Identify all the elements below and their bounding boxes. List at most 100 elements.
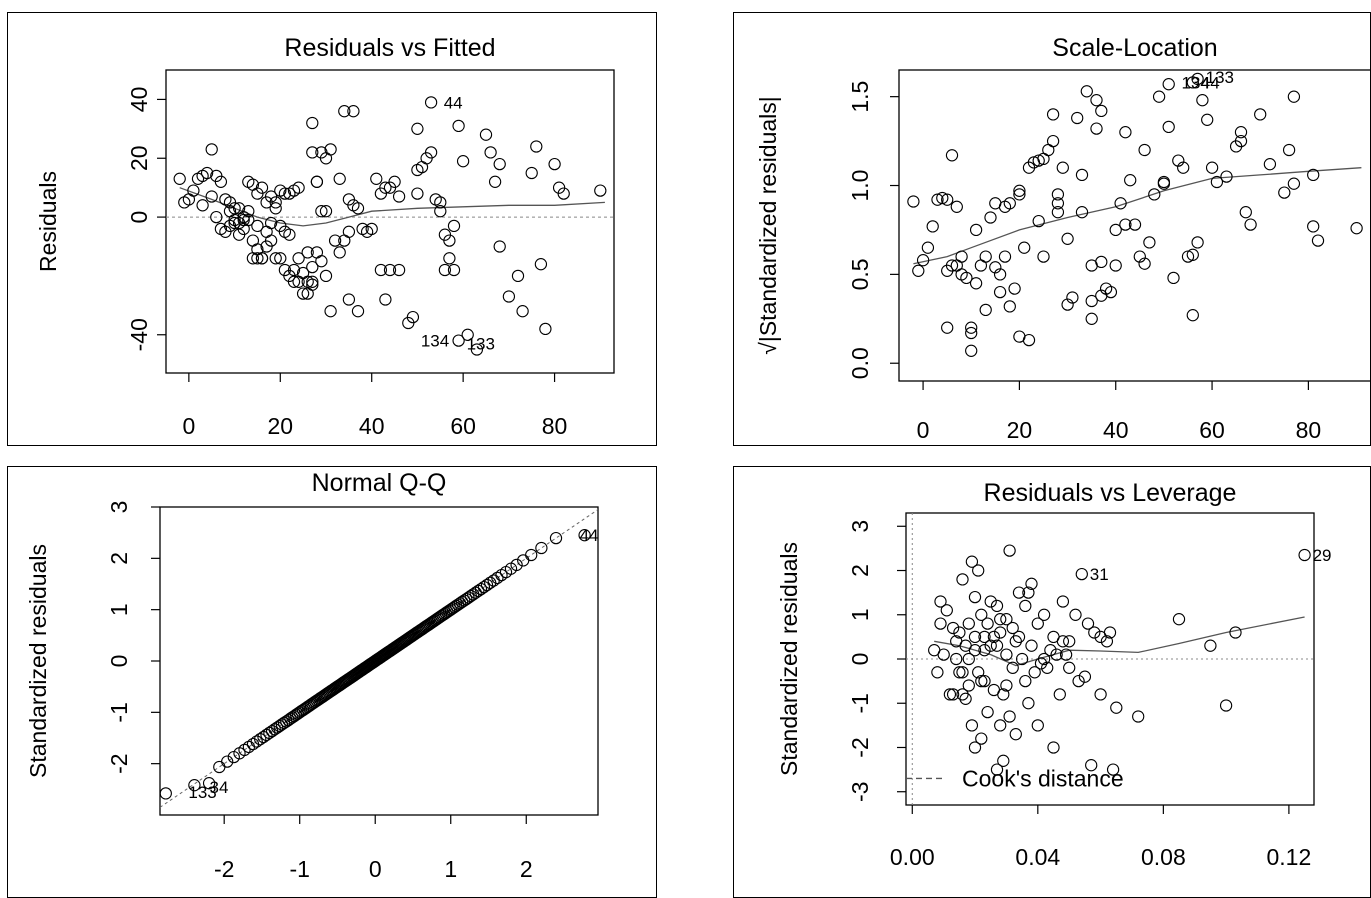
data-point — [1234, 126, 1248, 139]
data-point — [1081, 617, 1095, 630]
data-point — [1311, 234, 1325, 247]
data-point — [535, 541, 548, 555]
data-point — [1298, 548, 1311, 562]
data-point — [264, 216, 278, 230]
data-point — [1006, 661, 1019, 674]
data-point — [539, 322, 552, 336]
data-point — [953, 626, 966, 639]
data-point — [987, 630, 1001, 644]
data-point — [997, 754, 1010, 767]
data-point — [443, 252, 456, 265]
data-point — [972, 564, 985, 577]
data-point — [1022, 586, 1035, 599]
data-point — [959, 692, 972, 705]
data-point — [994, 719, 1007, 732]
data-point — [984, 595, 997, 608]
data-point — [1078, 670, 1092, 683]
data-point — [1072, 674, 1085, 688]
data-point — [530, 140, 543, 153]
data-point — [998, 250, 1012, 263]
residuals-vs-fitted-chart: Residuals vs Fitted Residuals 0 20 40 60 80 -40… — [35, 34, 615, 439]
data-point — [943, 688, 957, 701]
data-point — [1119, 126, 1132, 139]
data-point — [993, 285, 1007, 299]
data-point — [1046, 108, 1060, 121]
point-annotation: 31 — [1090, 565, 1109, 584]
data-point — [1109, 223, 1122, 237]
data-point — [1009, 728, 1022, 741]
y-tick-label: 2 — [847, 564, 873, 577]
data-point — [994, 613, 1007, 626]
data-point — [479, 128, 493, 141]
data-point — [1037, 652, 1051, 666]
data-point — [205, 190, 218, 203]
data-point — [1148, 188, 1161, 201]
data-point — [342, 225, 356, 238]
data-point — [493, 157, 506, 171]
y-tick-label: 0 — [126, 211, 152, 224]
data-point — [1119, 218, 1132, 231]
data-point — [278, 187, 292, 200]
data-point — [1022, 697, 1035, 710]
data-point — [251, 219, 264, 233]
data-point — [1000, 679, 1013, 692]
plot-frame — [898, 69, 1370, 382]
data-point — [1051, 188, 1065, 201]
data-point — [510, 558, 523, 572]
data-point — [351, 305, 365, 318]
data-point — [221, 755, 234, 768]
data-point — [934, 617, 947, 630]
plot-title: Residuals vs Leverage — [984, 479, 1237, 507]
data-point — [342, 293, 356, 306]
data-point — [916, 254, 930, 267]
data-point — [1124, 174, 1137, 187]
data-point — [965, 555, 979, 568]
data-point — [383, 263, 397, 277]
data-point — [1204, 639, 1217, 652]
data-point — [516, 305, 529, 318]
data-point — [388, 175, 401, 188]
data-point — [907, 195, 920, 208]
data-point — [242, 205, 255, 218]
data-point — [1046, 134, 1060, 148]
data-point — [447, 263, 461, 277]
data-point — [438, 263, 452, 277]
x-tick-label: 40 — [359, 413, 385, 439]
plot-area — [906, 513, 1314, 805]
data-point — [989, 261, 1002, 274]
data-point — [1075, 168, 1089, 182]
data-point — [228, 216, 241, 230]
data-point — [315, 255, 328, 268]
data-point — [990, 599, 1004, 613]
data-point — [370, 172, 383, 185]
data-point — [443, 234, 456, 247]
data-point — [301, 246, 314, 259]
y-tick-label: 1.0 — [847, 170, 873, 202]
data-point — [979, 303, 992, 317]
y-tick-label: 1.5 — [847, 81, 873, 113]
scale-location-chart: Scale-Location √|Standardized residuals| 0… — [755, 34, 1370, 443]
data-point — [965, 321, 978, 334]
data-point — [931, 666, 944, 679]
data-point — [955, 250, 968, 263]
x-tick-label: 0 — [917, 417, 930, 443]
data-point — [1069, 608, 1082, 621]
y-tick-label: -1 — [106, 702, 132, 722]
data-point — [1196, 94, 1209, 107]
point-annotation: 134 — [1182, 73, 1210, 92]
data-point — [978, 674, 991, 688]
data-point — [213, 760, 226, 774]
data-point — [1031, 617, 1044, 630]
data-point — [474, 582, 488, 596]
data-point — [1094, 688, 1107, 701]
data-point — [1104, 285, 1118, 299]
data-point — [1080, 85, 1093, 98]
y-tick-label: 2 — [106, 552, 132, 565]
data-point — [956, 688, 969, 701]
data-point — [950, 200, 963, 213]
data-point — [251, 252, 264, 265]
x-tick-label: -2 — [214, 856, 234, 882]
data-point — [453, 597, 467, 610]
data-point — [1032, 214, 1045, 228]
data-point — [264, 234, 278, 247]
